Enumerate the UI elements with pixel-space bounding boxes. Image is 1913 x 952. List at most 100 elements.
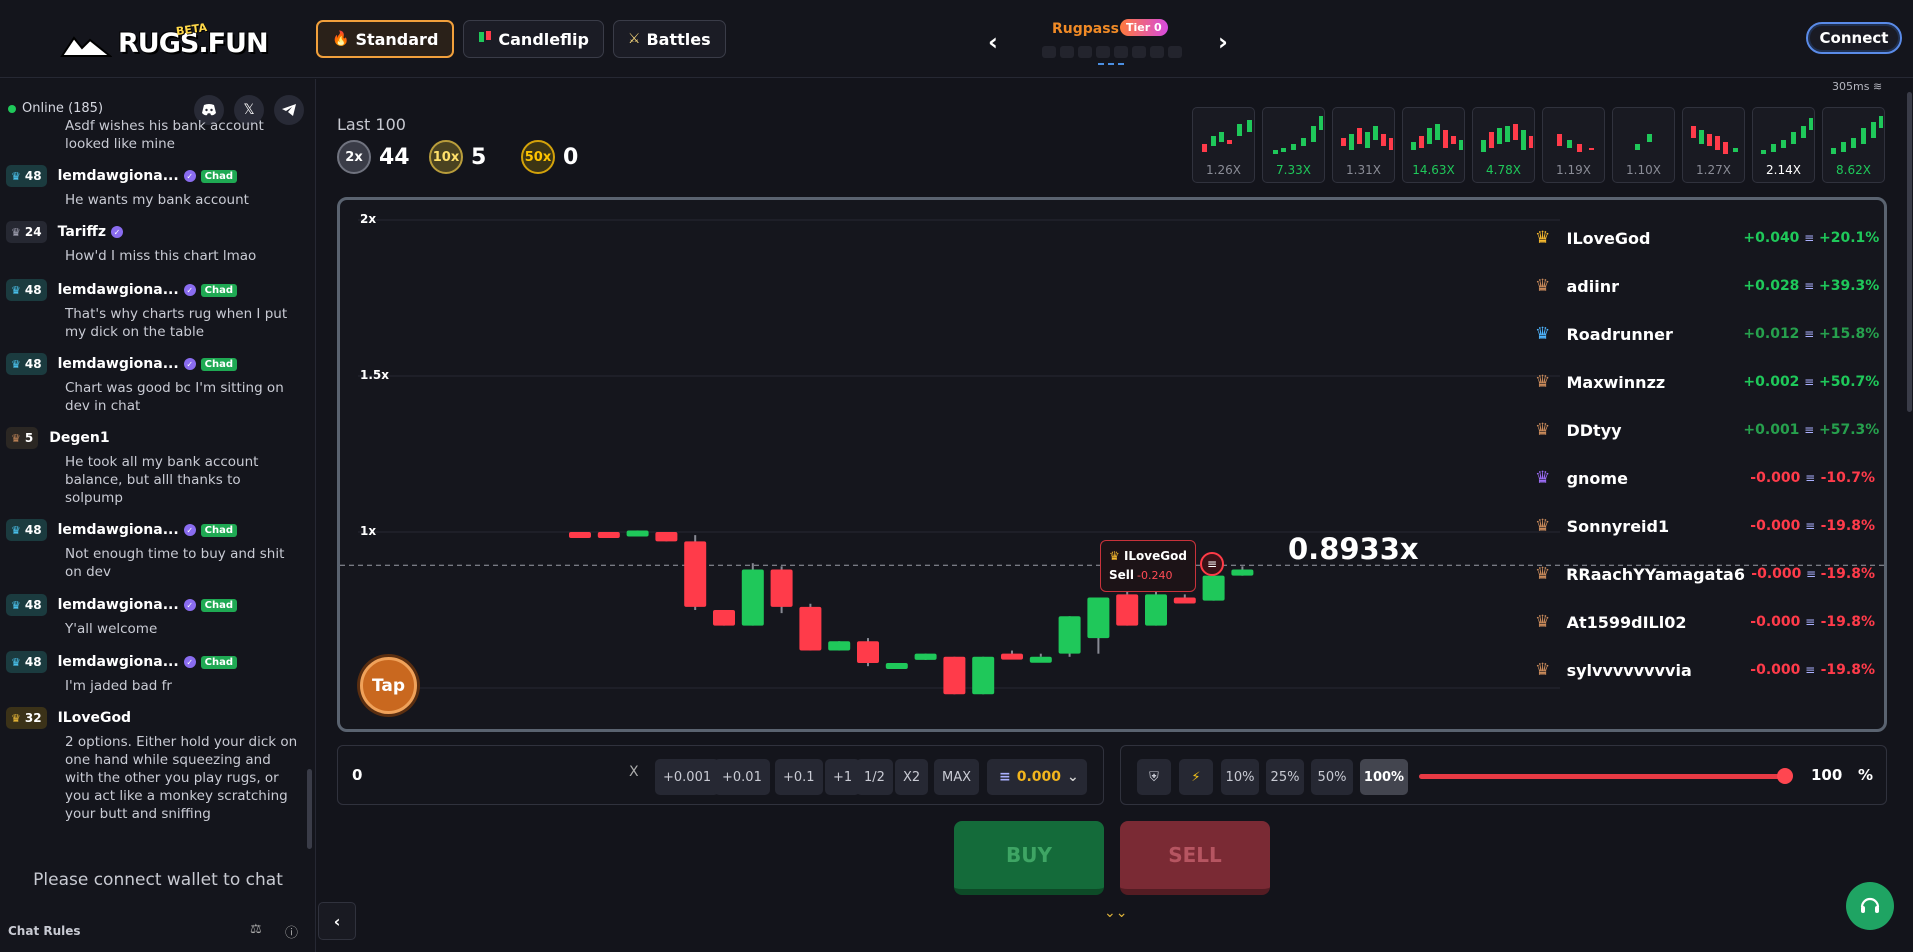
buy-button[interactable]: BUY [954, 821, 1104, 895]
collapse-sidebar-button[interactable]: ‹ [318, 902, 356, 940]
quick-amount-button[interactable]: X2 [895, 759, 929, 795]
chevron-left-icon[interactable]: ‹ [988, 28, 998, 56]
sell-button[interactable]: SELL [1120, 821, 1270, 895]
history-card[interactable]: 4.78X [1472, 107, 1535, 183]
history-card[interactable]: 8.62X [1822, 107, 1885, 183]
logo[interactable]: RUGS.FUN [60, 18, 269, 58]
support-chat-icon[interactable] [1846, 882, 1894, 930]
tab-label: Battles [646, 29, 711, 49]
history-card[interactable]: 7.33X [1262, 107, 1325, 183]
quick-amount-button[interactable]: +0.01 [714, 759, 770, 795]
telegram-icon[interactable] [274, 95, 304, 125]
quick-amount-button[interactable]: +0.1 [775, 759, 823, 795]
sol-icon: ≡ [1804, 231, 1815, 245]
quick-amount-button[interactable]: +0.001 [655, 759, 720, 795]
chat-username[interactable]: Tariffz [57, 224, 106, 240]
leaderboard-row[interactable]: ♛ Maxwinnzz +0.002 ≡ +50.7% [1535, 364, 1879, 400]
y-tick-label: 2x [360, 212, 377, 226]
chat-message-text: Not enough time to buy and shit on dev [65, 546, 285, 580]
chat-username[interactable]: lemdawgiona... [57, 654, 179, 670]
connect-wallet-note: Please connect wallet to chat [33, 870, 283, 890]
quick-amount-button[interactable]: 1/2 [856, 759, 893, 795]
chevron-right-icon[interactable]: › [1218, 28, 1228, 56]
mini-chart [1273, 116, 1323, 154]
player-pnl: -0.000 [1750, 518, 1801, 534]
sell-percent-unit: % [1858, 766, 1874, 784]
history-card[interactable]: 1.27X [1682, 107, 1745, 183]
chat-username[interactable]: ILoveGod [57, 710, 132, 726]
leaderboard-row[interactable]: ♛ At1599dILl02 -0.000 ≡ -19.8% [1535, 604, 1875, 640]
tab-standard[interactable]: 🔥 Standard [316, 20, 455, 58]
chat-scrollbar[interactable] [307, 769, 312, 849]
leaderboard-row[interactable]: ♛ gnome -0.000 ≡ -10.7% [1535, 460, 1875, 496]
mini-candle [1879, 116, 1883, 128]
history-card[interactable]: 1.31X [1332, 107, 1395, 183]
double-chevron-down-icon[interactable]: ⌄⌄ [1104, 905, 1128, 921]
leaderboard-row[interactable]: ♛ RRaachYYamagata6 -0.000 ≡ -19.8% [1535, 556, 1875, 592]
mini-candle [1691, 126, 1696, 138]
leaderboard-row[interactable]: ♛ DDtyy +0.001 ≡ +57.3% [1535, 412, 1879, 448]
leaderboard-row[interactable]: ♛ sylvvvvvvvvia -0.000 ≡ -19.8% [1535, 652, 1875, 688]
x-icon[interactable]: 𝕏 [234, 95, 264, 125]
player-pnl: -0.000 [1750, 614, 1801, 630]
candle [1087, 597, 1110, 639]
tab-battles[interactable]: ⚔ Battles [612, 20, 726, 58]
chat-username[interactable]: lemdawgiona... [57, 597, 179, 613]
leaderboard-row[interactable]: ♛ adiinr +0.028 ≡ +39.3% [1535, 268, 1879, 304]
slider-thumb[interactable] [1777, 768, 1793, 784]
rugpass-widget[interactable]: ‹ Rugpass Tier 0 › [988, 10, 1230, 70]
history-card[interactable]: 2.14X [1752, 107, 1815, 183]
amount-input[interactable] [352, 760, 612, 790]
mini-candle [1841, 142, 1846, 152]
lightning-icon[interactable]: ⚡ [1179, 759, 1213, 795]
history-card[interactable]: 1.26X [1192, 107, 1255, 183]
sell-preset-button[interactable]: 25% [1266, 759, 1304, 795]
quick-amount-button[interactable]: +1 [825, 759, 861, 795]
history-card[interactable]: 1.10X [1612, 107, 1675, 183]
chat-username[interactable]: lemdawgiona... [57, 522, 179, 538]
balance-selector[interactable]: ≡ 0.000 ⌄ [987, 759, 1087, 795]
candle [597, 532, 620, 538]
rank-icon: ♛ [11, 431, 21, 445]
chat-username[interactable]: Degen1 [49, 430, 110, 446]
shield-icon[interactable]: ⛨ [1137, 759, 1171, 795]
chat-username[interactable]: lemdawgiona... [57, 282, 179, 298]
discord-icon[interactable] [194, 95, 224, 125]
connect-button[interactable]: Connect [1806, 22, 1902, 54]
scale-icon[interactable]: ⚖ [250, 922, 262, 937]
stat-50x: 50x 0 [521, 140, 578, 174]
sell-percent-value: 100 [1811, 766, 1843, 784]
mini-candle [1635, 144, 1640, 150]
candle [885, 663, 908, 670]
candle [626, 530, 649, 537]
tooltip-action: Sell [1109, 568, 1135, 582]
mini-candle [1443, 130, 1448, 148]
mini-chart [1202, 120, 1252, 152]
history-card[interactable]: 1.19X [1542, 107, 1605, 183]
stat-badge: 50x [521, 140, 555, 174]
history-card[interactable]: 14.63X [1402, 107, 1465, 183]
stat-value: 44 [379, 144, 410, 170]
chat-rules-link[interactable]: Chat Rules [8, 924, 81, 938]
sell-percent-slider[interactable] [1419, 768, 1793, 784]
sol-icon: ≡ [1805, 567, 1817, 581]
latency-indicator: 305ms ≋ [1832, 80, 1883, 93]
rank-icon: ♛ [11, 598, 21, 612]
chat-username[interactable]: lemdawgiona... [57, 168, 179, 184]
tap-button[interactable]: Tap [360, 657, 417, 714]
sell-preset-button[interactable]: 50% [1311, 759, 1353, 795]
leaderboard-row[interactable]: ♛ ILoveGod +0.040 ≡ +20.1% [1535, 220, 1879, 256]
chat-username[interactable]: lemdawgiona... [57, 356, 179, 372]
tab-candleflip[interactable]: Candleflip [463, 20, 604, 58]
help-icon[interactable]: ⓘ [285, 926, 299, 941]
page-scrollbar[interactable] [1907, 92, 1912, 412]
leaderboard-row[interactable]: ♛ Roadrunner +0.012 ≡ +15.8% [1535, 316, 1879, 352]
quick-amount-button[interactable]: MAX [934, 759, 980, 795]
sol-marker-icon: ≡ [1200, 552, 1224, 576]
clear-amount-button[interactable]: X [629, 764, 639, 780]
verified-icon: ✓ [110, 226, 123, 238]
sell-preset-button[interactable]: 10% [1221, 759, 1259, 795]
leaderboard-row[interactable]: ♛ Sonnyreid1 -0.000 ≡ -19.8% [1535, 508, 1875, 544]
mini-candle [1647, 134, 1652, 142]
sell-preset-button[interactable]: 100% [1360, 759, 1408, 795]
